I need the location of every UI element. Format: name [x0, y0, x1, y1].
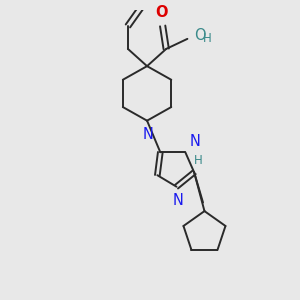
Text: N: N	[142, 127, 153, 142]
Text: H: H	[203, 32, 212, 45]
Text: O: O	[194, 28, 206, 44]
Text: N: N	[190, 134, 201, 149]
Text: O: O	[155, 4, 168, 20]
Text: N: N	[172, 193, 183, 208]
Text: H: H	[194, 154, 203, 167]
